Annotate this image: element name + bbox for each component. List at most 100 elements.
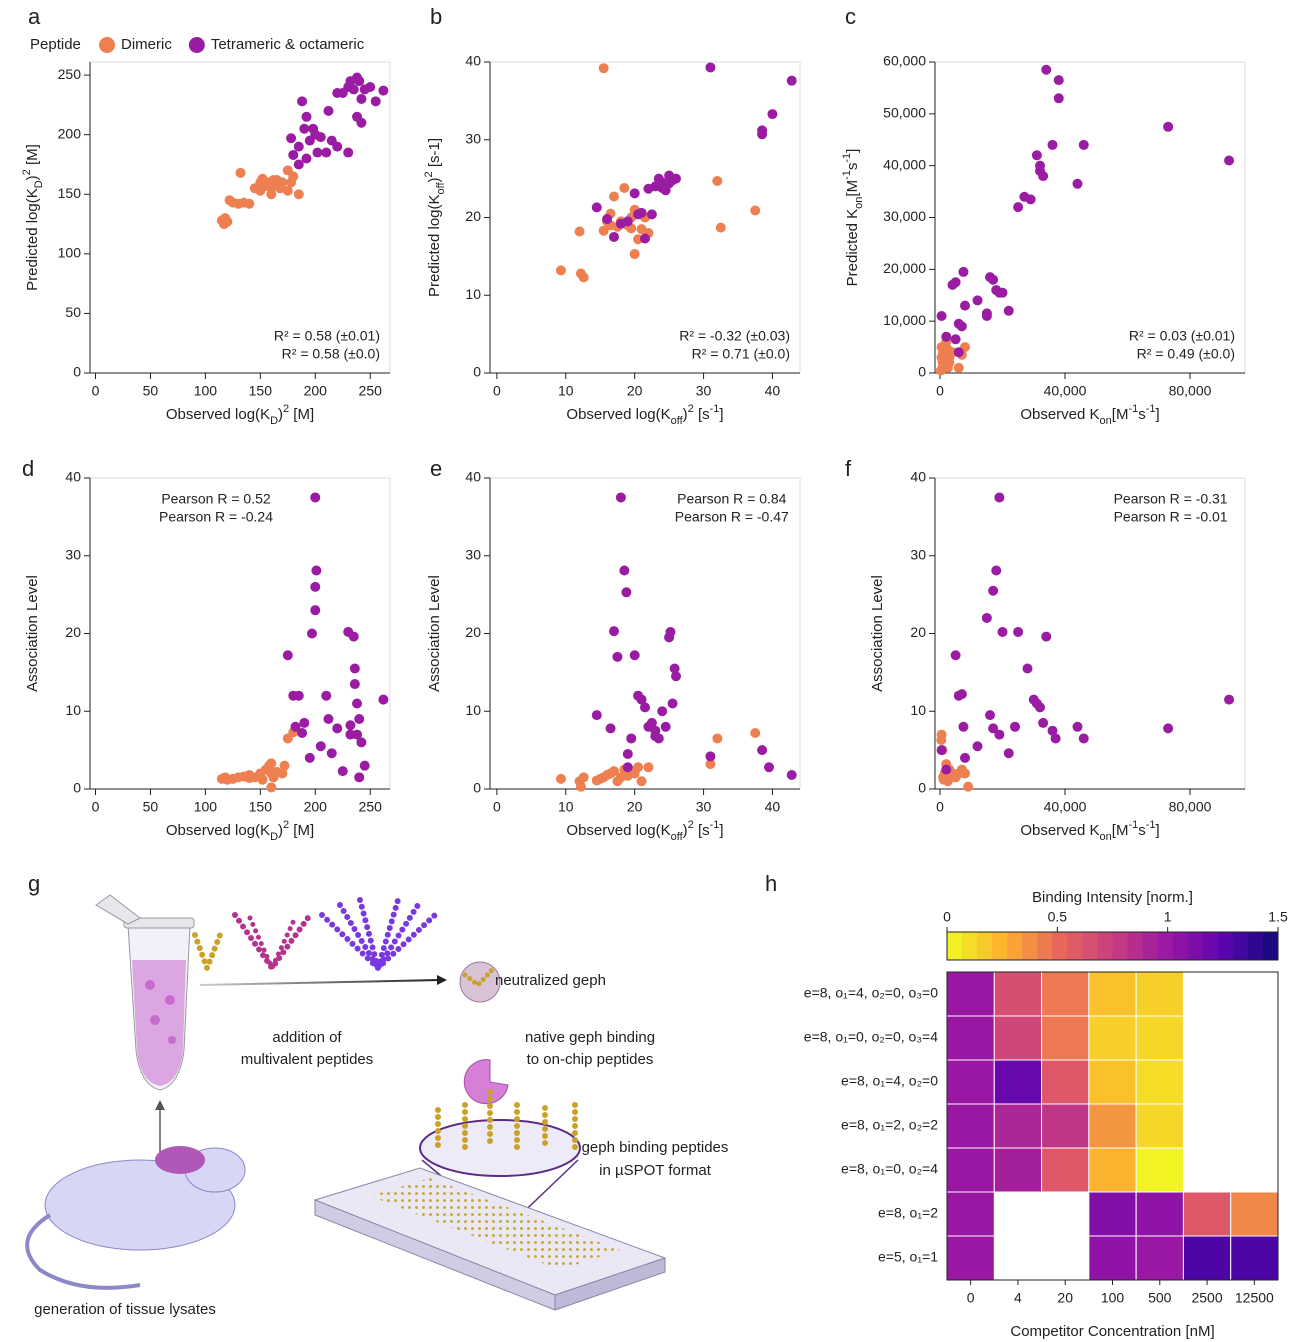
point: [629, 188, 640, 199]
label-part: s: [1138, 406, 1146, 423]
point: [1224, 694, 1235, 705]
stat-label: Pearson R = -0.47: [675, 509, 789, 525]
point: [574, 226, 585, 237]
point: [321, 690, 332, 701]
heat-cell: [946, 1059, 995, 1105]
point: [598, 225, 609, 236]
point: [981, 308, 992, 319]
point: [602, 214, 613, 225]
x-tick-label: 200: [304, 799, 328, 815]
label-part: on: [1100, 415, 1112, 427]
point: [348, 84, 359, 95]
stat-label: Pearson R = 0.52: [161, 491, 271, 507]
heat-cell: [946, 1235, 995, 1281]
peptide-octamer: [337, 902, 421, 974]
colorbar-step: [1112, 932, 1129, 960]
heat-cell: [1135, 1235, 1184, 1281]
y-tick-label: 30,000: [883, 208, 926, 224]
point: [960, 768, 970, 779]
point: [255, 185, 266, 196]
colorbar-step: [1067, 932, 1083, 960]
y-tick-label: 10: [465, 702, 481, 718]
label-part: Predicted log(K: [24, 188, 41, 291]
label-part: off: [435, 181, 447, 194]
point: [646, 209, 657, 220]
point: [301, 153, 312, 164]
point: [1050, 733, 1061, 744]
tube-cap: [123, 917, 195, 929]
heat-cell: [1135, 1191, 1184, 1237]
x-tick-label: 150: [249, 799, 273, 815]
label: to on-chip peptides: [527, 1051, 654, 1068]
heat-cell: [946, 1015, 995, 1061]
point: [1163, 723, 1174, 734]
label: geph binding peptides: [582, 1139, 729, 1156]
x-tick-label: 40,000: [1044, 799, 1087, 815]
point: [665, 626, 676, 637]
arrow-head: [437, 975, 447, 985]
stat-label: Pearson R = -0.01: [1114, 509, 1228, 525]
point: [348, 631, 359, 642]
x-tick-label: 30: [696, 799, 712, 815]
y-tick-label: 200: [58, 125, 82, 141]
axis-label: Observed Kon[M-1s-1]: [1020, 403, 1159, 427]
label-part: [s: [694, 406, 710, 423]
bound-peptide: [462, 967, 495, 989]
y-tick-label: 30: [465, 546, 481, 562]
axis-label: Observed log(Koff)2 [s-1]: [566, 819, 723, 843]
y-tick-label: 50,000: [883, 105, 926, 121]
point: [277, 768, 288, 779]
point: [266, 758, 277, 769]
x-tick-label: 0: [936, 383, 944, 399]
point: [1022, 663, 1033, 674]
heat-cell: [1041, 1103, 1090, 1149]
particle: [168, 1036, 176, 1044]
chip-side: [554, 1257, 666, 1311]
panel-letter: f: [845, 456, 852, 481]
point: [991, 565, 1002, 576]
point: [244, 773, 255, 784]
point: [352, 698, 363, 709]
point: [960, 300, 970, 311]
label-part: [M]: [289, 406, 314, 423]
heat-cell: [1230, 1235, 1279, 1281]
point: [293, 141, 304, 152]
point: [609, 191, 619, 202]
row-label: e=8, o₁=2, o₂=2: [841, 1117, 938, 1133]
label-part: -1: [1128, 819, 1138, 831]
point: [354, 772, 365, 783]
colorbar-tick-label: 0.5: [1048, 909, 1068, 925]
x-tick-label: 80,000: [1169, 799, 1212, 815]
point: [266, 782, 277, 793]
point: [650, 731, 661, 742]
y-tick-label: 0: [73, 780, 81, 796]
y-tick-label: 20: [465, 208, 481, 224]
point: [271, 174, 282, 185]
row-label: e=5, o₁=1: [878, 1249, 938, 1265]
label-part: -1: [841, 153, 853, 163]
point: [312, 147, 323, 158]
x-tick-label: 10: [558, 383, 574, 399]
point: [349, 679, 360, 690]
point: [757, 129, 768, 140]
point: [326, 748, 337, 759]
point: [972, 741, 983, 752]
y-tick-label: 40: [65, 469, 81, 485]
y-tick-label: 10: [910, 702, 926, 718]
x-tick-label: 40,000: [1044, 383, 1087, 399]
point: [266, 189, 277, 200]
heat-cell: [1088, 1015, 1137, 1061]
point: [356, 737, 367, 748]
plot-frame: [934, 61, 1246, 374]
y-tick-label: 10: [465, 286, 481, 302]
point: [609, 626, 619, 637]
heat-cell: [993, 1147, 1043, 1193]
y-tick-label: 60,000: [883, 53, 926, 69]
label-part: Association Level: [24, 575, 41, 692]
label-part: Association Level: [426, 575, 443, 692]
peptide-dimer: [192, 932, 223, 977]
point: [657, 706, 668, 717]
heat-cell: [946, 1191, 995, 1237]
point: [956, 321, 967, 332]
heat-cell: [1088, 1059, 1137, 1105]
